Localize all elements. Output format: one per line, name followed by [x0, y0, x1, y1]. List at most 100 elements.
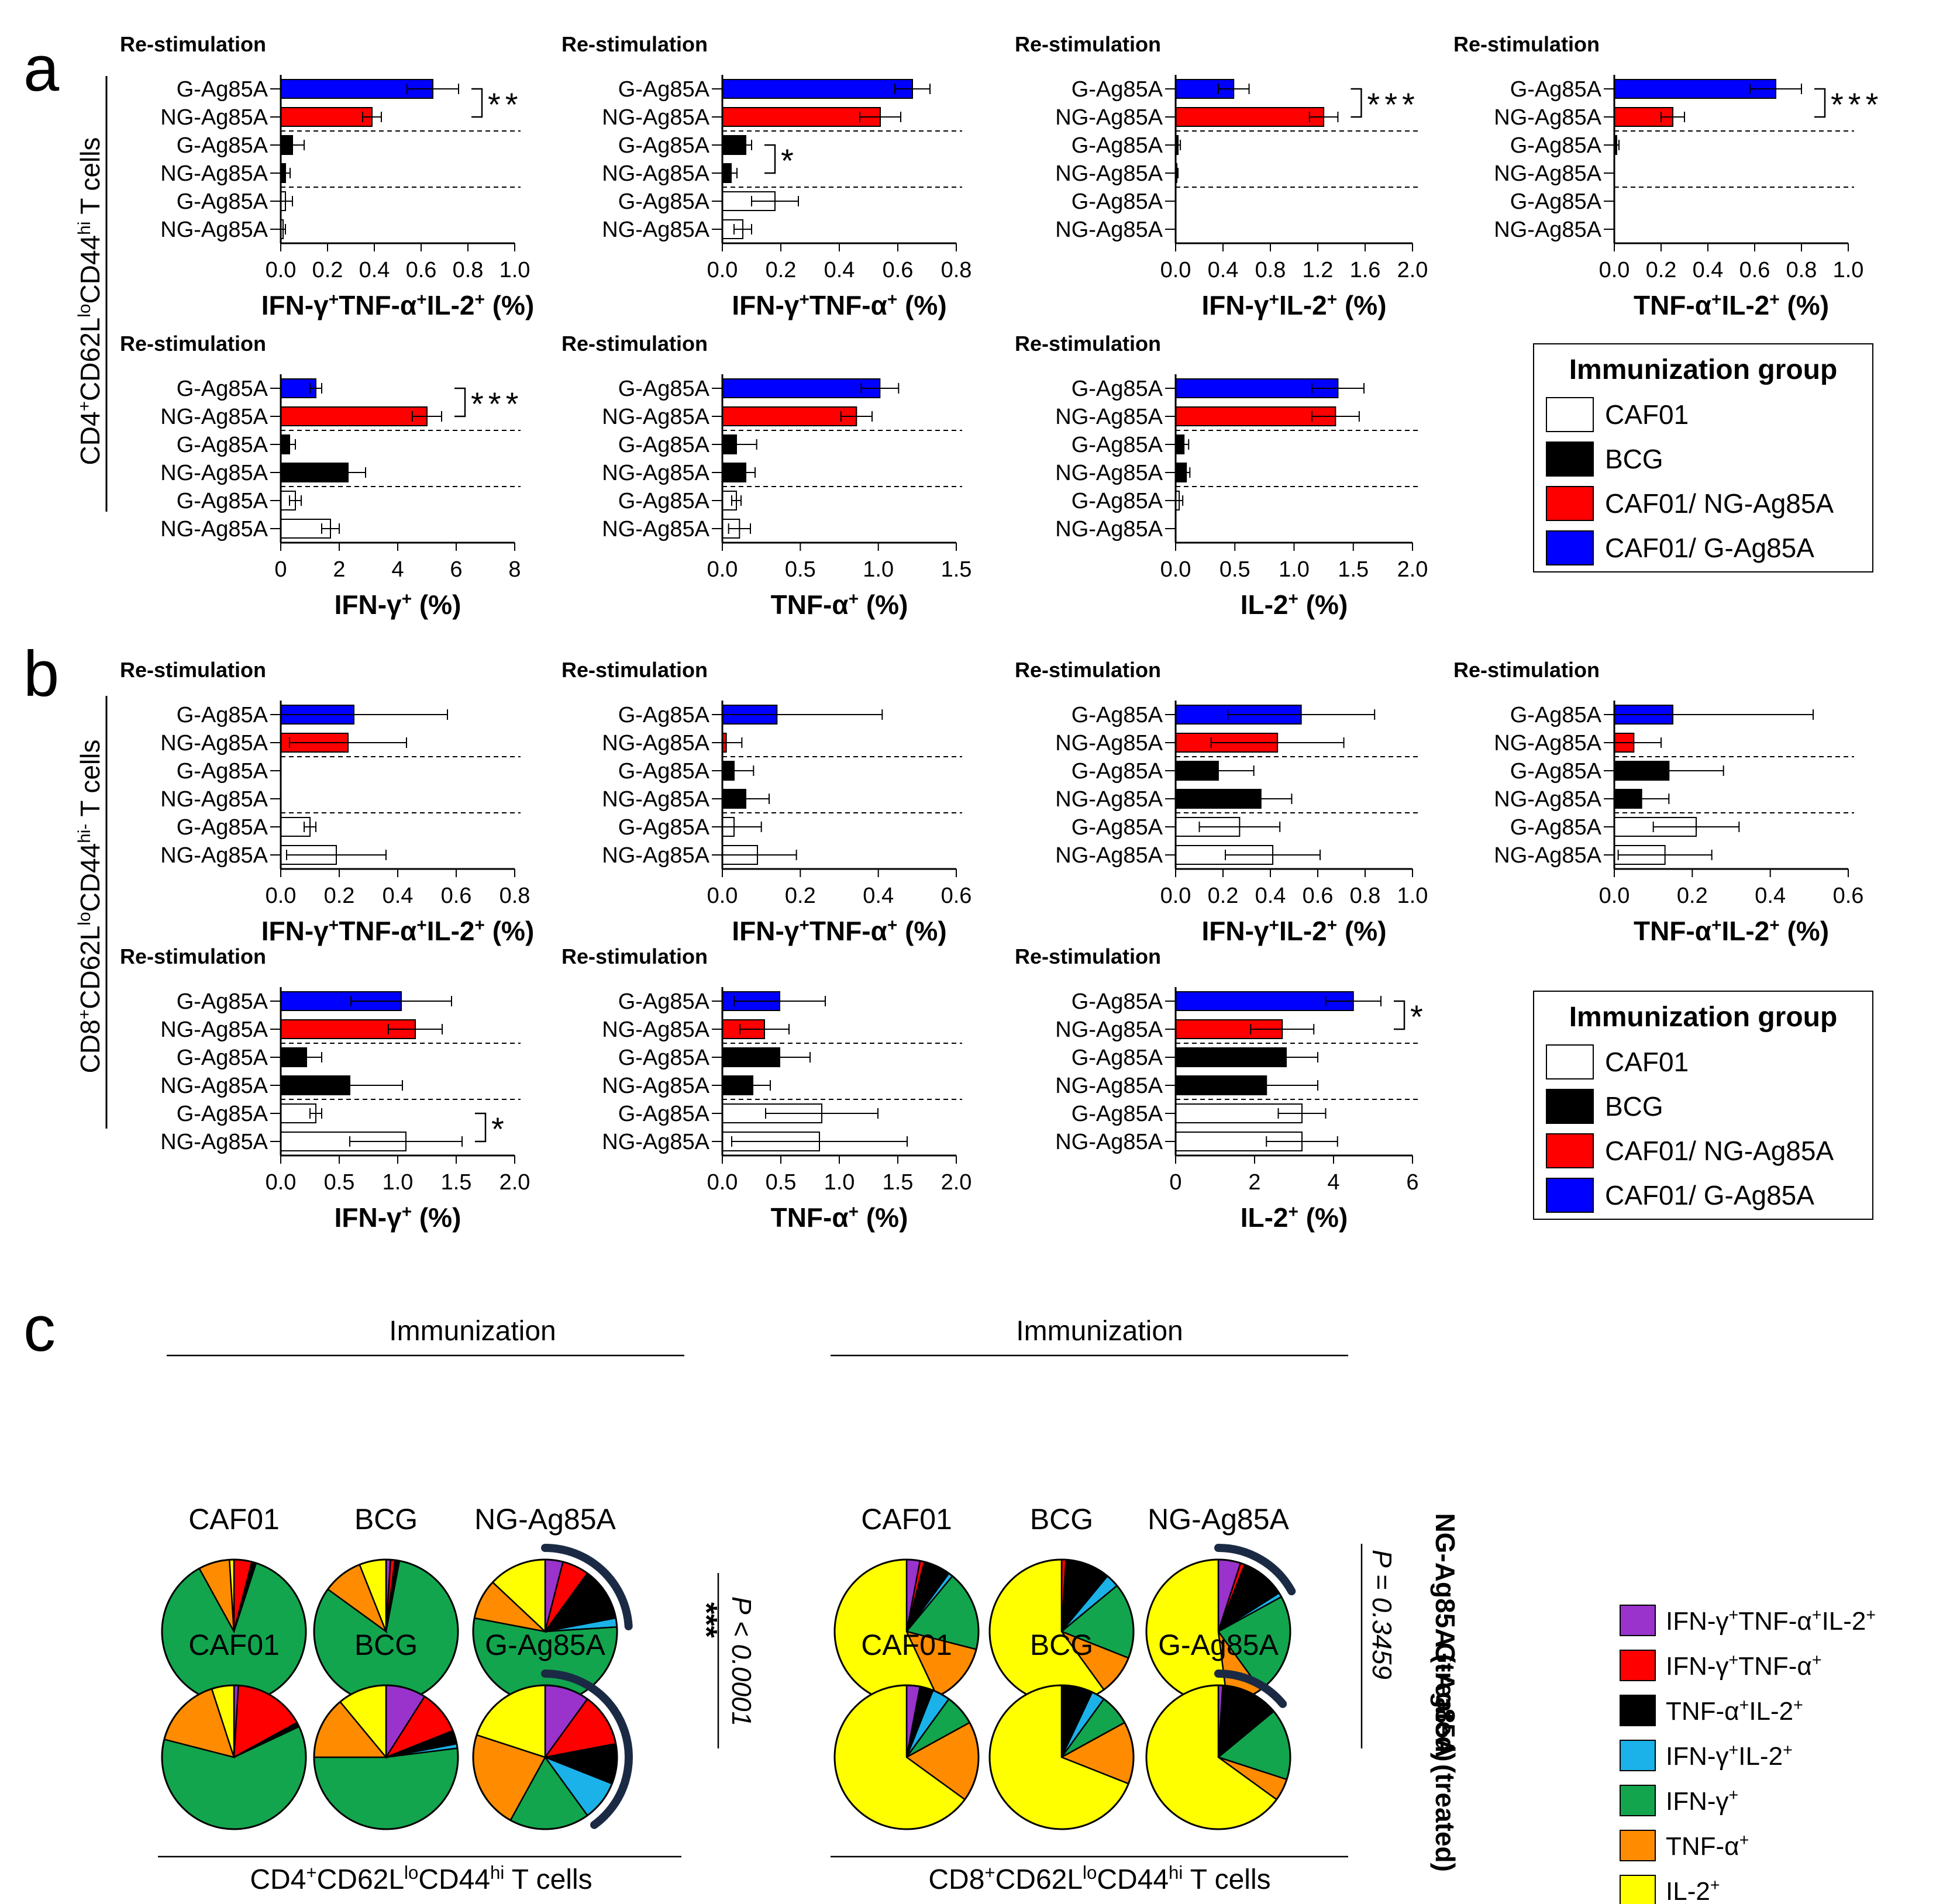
bar-chart-a4: Re-stimulation G-Ag85A NG-Ag85A G-Ag85A NG-A… — [1453, 32, 1878, 321]
significance-stars: * — [781, 142, 798, 179]
x-tick-label: 0.8 — [499, 884, 530, 908]
pie-title: CAF01 — [861, 1503, 952, 1536]
pie-legend-label: IFN-γ+TNF-α+ — [1666, 1651, 1822, 1681]
x-tick-label: 0.0 — [1160, 557, 1191, 582]
legend-label: BCG — [1605, 444, 1663, 474]
legend-swatch — [1546, 1133, 1594, 1168]
x-tick-label: 0.0 — [266, 884, 297, 908]
bar — [280, 406, 428, 426]
row-label: NG-Ag85A — [1055, 1130, 1163, 1154]
x-tick-label: 1.0 — [499, 258, 530, 282]
x-tick-label: 6 — [1406, 1170, 1418, 1195]
panel-letter-b: b — [23, 638, 59, 710]
row-label: NG-Ag85A — [1055, 461, 1163, 485]
row-label: G-Ag85A — [618, 77, 710, 102]
row-label: NG-Ag85A — [602, 517, 709, 541]
restim-title: Re-stimulation — [120, 944, 266, 968]
bar — [280, 107, 373, 127]
x-axis-label: IFN-γ+TNF-α+ (%) — [732, 290, 946, 321]
pie-legend-swatch — [1620, 1785, 1656, 1816]
row-label: NG-Ag85A — [602, 405, 709, 429]
row-label: NG-Ag85A — [602, 843, 709, 868]
row-label: G-Ag85A — [177, 377, 268, 401]
pie-title: NG-Ag85A — [474, 1503, 616, 1536]
x-tick-label: 1.5 — [1338, 557, 1369, 582]
row-label: G-Ag85A — [1510, 759, 1602, 784]
x-axis-label: IFN-γ+IL-2+ (%) — [1201, 916, 1386, 947]
x-tick-label: 0.5 — [324, 1170, 355, 1195]
side-label-cd8: CD8+CD62LloCD44hi- T cells — [75, 740, 106, 1074]
pie-title: G-Ag85A — [1158, 1629, 1279, 1661]
x-axis-label: TNF-α+ (%) — [771, 1202, 908, 1233]
row-label: NG-Ag85A — [160, 105, 268, 130]
x-tick-label: 0.0 — [266, 1170, 297, 1195]
pie-legend-swatch — [1620, 1650, 1656, 1681]
row-label: G-Ag85A — [177, 133, 268, 158]
pie-cd8-caf01: CAF01 — [833, 1629, 980, 1830]
cd8-label: CD8+CD62LloCD44hi T cells — [928, 1862, 1270, 1896]
row-label: NG-Ag85A — [160, 843, 268, 868]
pie-legend-label: IL-2+ — [1666, 1876, 1720, 1904]
row-label: G-Ag85A — [1510, 703, 1602, 727]
pie-row-label: G-Ag85A (treated) — [1430, 1643, 1460, 1872]
x-tick-label: 1.0 — [383, 1170, 414, 1195]
pie-title: NG-Ag85A — [1148, 1503, 1289, 1536]
row-label: G-Ag85A — [1510, 133, 1602, 158]
legend-swatch — [1546, 397, 1594, 432]
row-label: NG-Ag85A — [602, 787, 709, 812]
restim-title: Re-stimulation — [561, 332, 708, 356]
row-label: G-Ag85A — [177, 989, 268, 1014]
row-label: G-Ag85A — [618, 377, 710, 401]
row-label: G-Ag85A — [1072, 489, 1163, 513]
bar-chart-a1: Re-stimulation G-Ag85A NG-Ag85A G-Ag85A NG-A… — [120, 32, 534, 320]
legend-label: CAF01/ G-Ag85A — [1605, 533, 1814, 563]
x-tick-label: 1.0 — [824, 1170, 855, 1195]
bar — [1175, 1103, 1303, 1123]
x-tick-label: 0.5 — [785, 557, 816, 582]
row-label: G-Ag85A — [177, 759, 268, 784]
pie-outline — [988, 1684, 1135, 1830]
x-tick-label: 0.2 — [1208, 884, 1239, 908]
significance-stars: * — [491, 1110, 509, 1147]
pie-legend-label: IFN-γ+TNF-α+IL-2+ — [1666, 1606, 1876, 1636]
panel-letter-c: c — [23, 1293, 56, 1365]
x-axis-label: TNF-α+IL-2+ (%) — [1634, 290, 1829, 321]
pie-legend-swatch — [1620, 1875, 1656, 1904]
x-tick-label: 0.6 — [1303, 884, 1334, 908]
row-label: NG-Ag85A — [1494, 731, 1601, 756]
pie-title: BCG — [354, 1503, 418, 1536]
pie-cd4-bcg: BCG — [313, 1629, 459, 1830]
x-tick-label: 0.2 — [766, 258, 797, 282]
legend-label: CAF01/ NG-Ag85A — [1605, 488, 1834, 519]
row-label: G-Ag85A — [618, 703, 710, 727]
x-tick-label: 0.0 — [707, 1170, 738, 1195]
row-label: NG-Ag85A — [160, 731, 268, 756]
legend-label: CAF01 — [1605, 1047, 1689, 1077]
row-label: G-Ag85A — [618, 1102, 710, 1126]
row-label: G-Ag85A — [1072, 133, 1163, 158]
pie-cd4-caf01: CAF01 — [161, 1503, 307, 1705]
legend-swatch — [1546, 1089, 1594, 1124]
restim-title: Re-stimulation — [120, 32, 266, 56]
row-label: NG-Ag85A — [160, 461, 268, 485]
x-tick-label: 0.6 — [941, 884, 972, 908]
pie-row-label: NG-Ag85A (treated) — [1430, 1513, 1460, 1761]
x-axis-label: TNF-α+IL-2+ (%) — [1634, 916, 1829, 947]
row-label: G-Ag85A — [1072, 989, 1163, 1014]
x-tick-label: 0 — [274, 557, 287, 582]
pie-legend-label: IFN-γ+IL-2+ — [1666, 1741, 1793, 1771]
x-tick-label: 0.8 — [941, 258, 972, 282]
pie-title: BCG — [354, 1629, 418, 1661]
restim-title: Re-stimulation — [120, 658, 266, 682]
significance-stars: ** — [488, 86, 523, 123]
row-label: G-Ag85A — [618, 1046, 710, 1070]
x-tick-label: 0.0 — [1160, 884, 1191, 908]
pie-title: CAF01 — [861, 1629, 952, 1661]
x-axis-label: IFN-γ+TNF-α+IL-2+ (%) — [261, 916, 535, 947]
x-axis-label: IFN-γ+TNF-α+IL-2+ (%) — [261, 290, 535, 321]
row-label: G-Ag85A — [1072, 433, 1163, 457]
x-tick-label: 0.5 — [1219, 557, 1250, 582]
pie-title: G-Ag85A — [485, 1629, 605, 1661]
row-label: G-Ag85A — [177, 1102, 268, 1126]
x-tick-label: 0.6 — [883, 258, 914, 282]
